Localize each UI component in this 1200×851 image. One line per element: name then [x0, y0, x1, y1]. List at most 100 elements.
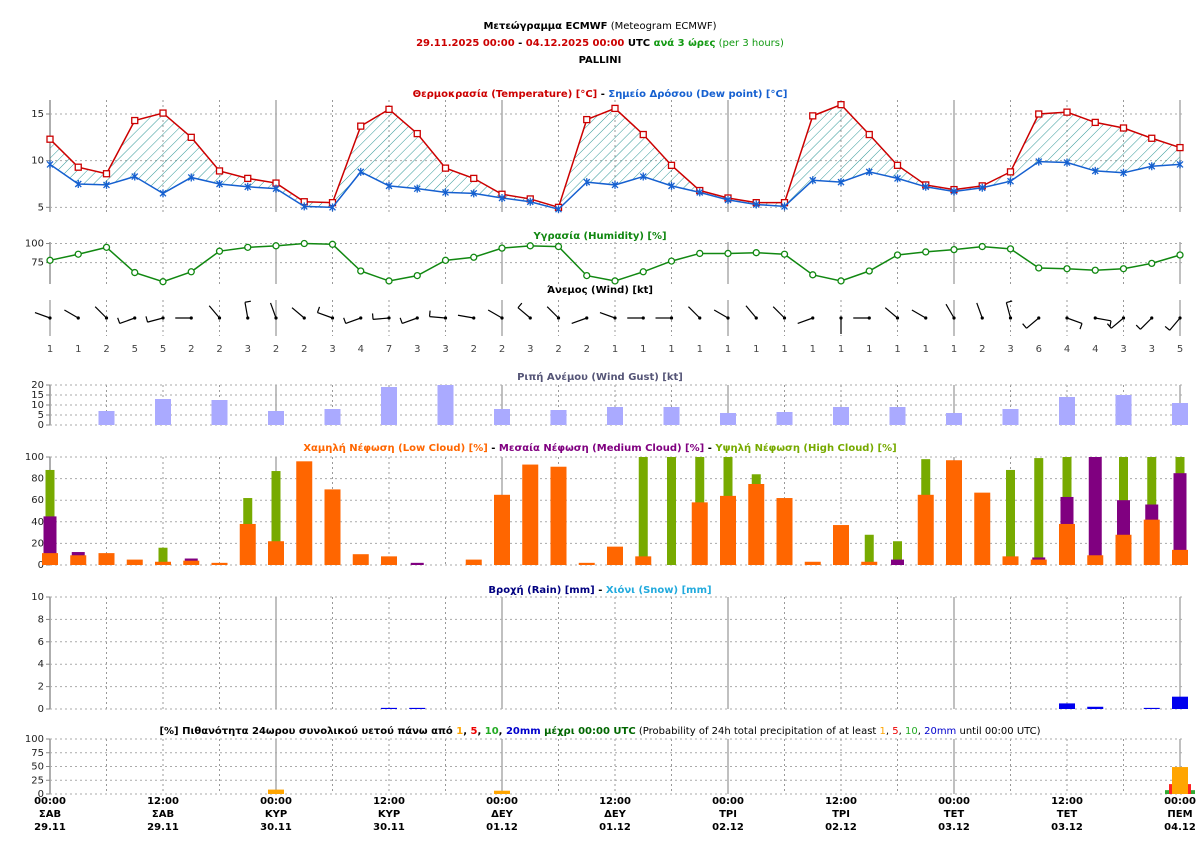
point [187, 133, 195, 141]
x-tick-label: 01.12 [486, 822, 518, 833]
wind-speed-label: 1 [894, 344, 900, 355]
bar [720, 413, 736, 425]
point [865, 267, 873, 275]
point [1006, 245, 1015, 253]
bar [864, 534, 874, 565]
wind-speed-label: 2 [273, 344, 279, 355]
point [159, 278, 167, 286]
text-segment: Άνεμος (Wind) [kt] [547, 284, 653, 296]
wind-barb [772, 306, 785, 319]
y-tick-label: 25 [31, 775, 44, 786]
y-tick-label: 8 [38, 614, 44, 625]
bar [607, 546, 623, 565]
bar [1172, 403, 1188, 425]
text-segment: Μεσαία Νέφωση (Medium Cloud) [%] [499, 442, 704, 454]
wind-speed-label: 3 [442, 344, 448, 355]
bar [1059, 523, 1075, 565]
point [131, 172, 139, 181]
bar [1087, 706, 1104, 709]
wind-speed-label: 6 [1036, 344, 1042, 355]
wind-barb [291, 307, 305, 319]
x-tick-label: 12:00 [147, 796, 179, 807]
bar [748, 484, 765, 565]
point [1148, 259, 1156, 268]
bar [720, 495, 736, 565]
bar [268, 541, 284, 565]
bar [833, 407, 849, 425]
point [837, 101, 845, 109]
point [639, 130, 647, 139]
bar [1087, 555, 1104, 565]
x-tick-label: 04.12 [1164, 822, 1196, 833]
wind-speed-label: 1 [697, 344, 703, 355]
wind-barb [745, 305, 757, 319]
point [102, 170, 111, 178]
wind-speed-label: 1 [810, 344, 816, 355]
point [583, 271, 591, 280]
bar [43, 516, 57, 565]
header-line: 29.11.2025 00:00 - 04.12.2025 00:00 UTC … [416, 37, 784, 49]
text-segment: , [477, 726, 484, 737]
wind-barb [884, 307, 898, 319]
wind-barb [487, 309, 503, 319]
point [470, 253, 478, 261]
x-tick-label: 02.12 [825, 822, 857, 833]
bar [158, 547, 168, 565]
x-tick-label: 03.12 [938, 822, 970, 833]
bar [155, 399, 171, 425]
x-tick-label: 29.11 [34, 822, 66, 833]
bar [667, 457, 676, 565]
point [1176, 143, 1184, 152]
wind-barb [911, 309, 927, 319]
bar [578, 562, 595, 565]
wind-barb [457, 314, 474, 319]
wind-barb [713, 309, 729, 319]
x-tick-label: 00:00 [260, 796, 292, 807]
y-tick-label: 100 [25, 239, 44, 250]
point [893, 251, 902, 259]
x-tick-label: ΚΥΡ [378, 809, 400, 820]
y-tick-label: 0 [38, 560, 44, 571]
text-segment: μέχρι 00:00 UTC [541, 725, 636, 737]
bar [239, 523, 256, 565]
point [1091, 166, 1099, 175]
y-tick-label: 0 [38, 420, 44, 431]
point [46, 135, 54, 143]
bar [1143, 519, 1160, 565]
point [809, 271, 817, 279]
point [244, 182, 252, 191]
point [244, 243, 252, 251]
wind-speed-label: 3 [245, 344, 251, 355]
point [639, 268, 647, 276]
y-tick-label: 15 [31, 390, 44, 401]
wind-speed-label: 4 [358, 344, 364, 355]
text-segment: 20mm [924, 726, 956, 737]
point [413, 184, 421, 193]
point [1176, 160, 1184, 169]
point [74, 163, 82, 171]
text-segment: - [597, 89, 608, 100]
header-line: PALLINI [579, 55, 622, 66]
x-tick-label: ΔΕΥ [491, 809, 514, 820]
wind-barb [316, 306, 333, 319]
wind-speed-label: 1 [951, 344, 957, 355]
text-segment: Μετεώγραμμα ECMWF [483, 20, 607, 32]
bar [635, 556, 652, 565]
x-tick-label: 30.11 [260, 822, 292, 833]
x-tick-label: 12:00 [825, 796, 857, 807]
point [668, 181, 675, 190]
bar [638, 457, 648, 565]
bar [381, 707, 397, 709]
wind-barb [399, 317, 418, 325]
x-tick-label: 12:00 [1051, 796, 1083, 807]
point [809, 176, 817, 185]
text-segment: ανά 3 ώρες [654, 37, 716, 49]
bar [1059, 397, 1075, 425]
wind-barb [64, 309, 79, 319]
text-segment: until 00:00 UTC) [956, 726, 1040, 737]
bar [946, 413, 962, 425]
point [752, 249, 760, 257]
bar [155, 561, 171, 565]
wind-speed-label: 2 [216, 344, 222, 355]
point [583, 115, 591, 124]
